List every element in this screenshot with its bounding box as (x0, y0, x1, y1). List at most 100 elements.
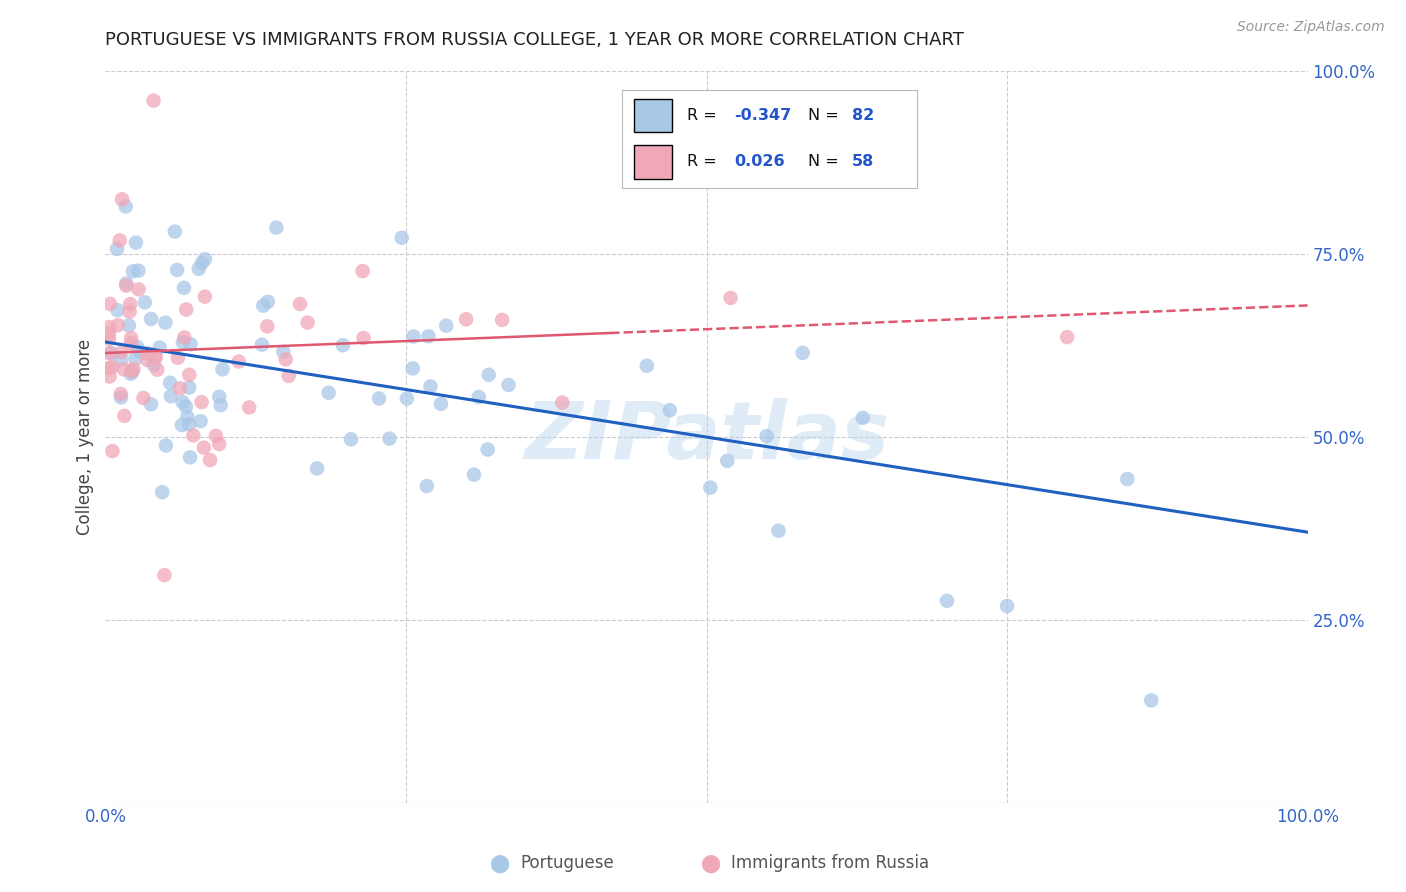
Point (193, 441, 215, 455)
Text: 0.026: 0.026 (734, 154, 785, 169)
Text: 82: 82 (852, 108, 875, 123)
Point (146, 362, 169, 376)
Point (211, 362, 233, 376)
Point (122, 264, 145, 278)
Point (307, 461, 329, 475)
Point (194, 252, 217, 267)
Point (194, 290, 217, 304)
Point (170, 418, 193, 433)
Point (101, 359, 124, 374)
Point (792, 346, 814, 360)
Point (1140, 693, 1163, 707)
Point (402, 361, 425, 376)
Point (124, 351, 146, 366)
Point (115, 278, 138, 293)
Point (190, 395, 212, 409)
Point (190, 414, 212, 428)
Point (125, 235, 148, 250)
Point (191, 256, 214, 270)
Point (419, 379, 441, 393)
Point (98, 320, 121, 334)
Point (125, 340, 148, 354)
Point (228, 354, 250, 368)
Point (121, 364, 143, 378)
Point (297, 316, 319, 330)
Text: ⬤: ⬤ (700, 855, 720, 872)
Point (332, 338, 354, 352)
Point (129, 344, 152, 359)
Text: Portuguese: Portuguese (520, 855, 614, 872)
Point (111, 193, 134, 207)
Point (256, 294, 278, 309)
Point (150, 485, 173, 500)
Point (121, 365, 143, 379)
Text: N =: N = (808, 154, 844, 169)
Point (434, 318, 457, 333)
Point (1056, 330, 1078, 344)
Point (395, 392, 418, 406)
Point (179, 450, 201, 465)
Point (100, 346, 122, 360)
Point (720, 291, 742, 305)
Point (172, 335, 194, 350)
Text: R =: R = (688, 108, 723, 123)
Point (111, 345, 134, 359)
Point (107, 303, 129, 318)
Point (368, 392, 391, 406)
Point (166, 263, 188, 277)
Point (454, 312, 477, 326)
Point (120, 297, 142, 311)
Point (136, 346, 159, 360)
Point (174, 400, 197, 414)
Point (173, 330, 195, 344)
Point (112, 362, 135, 376)
Point (145, 350, 167, 364)
Point (114, 199, 136, 213)
Point (118, 304, 141, 318)
Point (1116, 472, 1139, 486)
Point (98, 369, 121, 384)
Point (658, 403, 681, 417)
Point (160, 389, 183, 403)
Point (174, 302, 197, 317)
Point (98, 361, 121, 376)
Point (139, 312, 162, 326)
Point (252, 299, 274, 313)
Point (208, 437, 231, 451)
Point (128, 282, 150, 296)
Point (318, 385, 340, 400)
Point (179, 380, 201, 394)
Point (288, 297, 311, 311)
Point (852, 410, 875, 425)
Point (995, 599, 1018, 613)
Text: -0.347: -0.347 (734, 108, 792, 123)
Point (551, 395, 574, 409)
Point (468, 390, 491, 404)
Point (139, 397, 162, 411)
Point (198, 453, 221, 467)
Point (256, 319, 278, 334)
Point (143, 351, 166, 365)
Text: PORTUGUESE VS IMMIGRANTS FROM RUSSIA COLLEGE, 1 YEAR OR MORE CORRELATION CHART: PORTUGUESE VS IMMIGRANTS FROM RUSSIA COL… (105, 31, 965, 49)
Point (402, 329, 425, 343)
Point (120, 331, 142, 345)
Point (768, 524, 790, 538)
Point (352, 264, 374, 278)
Point (636, 359, 658, 373)
Point (159, 376, 181, 390)
Point (274, 352, 297, 367)
Point (176, 409, 198, 424)
Point (163, 225, 186, 239)
Point (128, 263, 150, 277)
Point (118, 318, 141, 333)
Point (110, 390, 132, 404)
Point (491, 313, 513, 327)
Point (105, 242, 128, 256)
Point (142, 94, 165, 108)
Point (172, 395, 194, 409)
Point (132, 391, 155, 405)
Point (378, 432, 401, 446)
Point (179, 417, 201, 432)
Y-axis label: College, 1 year or more: College, 1 year or more (76, 339, 94, 535)
Point (498, 378, 520, 392)
